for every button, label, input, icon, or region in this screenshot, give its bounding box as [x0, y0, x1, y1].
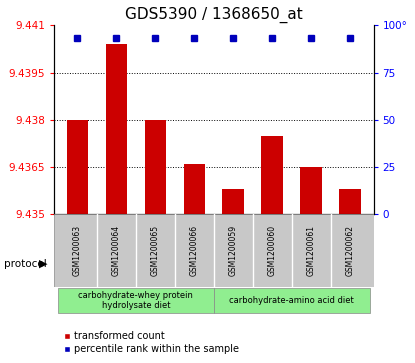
Text: GSM1200064: GSM1200064	[112, 225, 121, 276]
Text: protocol: protocol	[4, 259, 47, 269]
Text: GSM1200059: GSM1200059	[229, 225, 238, 276]
Text: GSM1200060: GSM1200060	[268, 225, 277, 276]
Text: GSM1200061: GSM1200061	[307, 225, 316, 276]
Text: carbohydrate-amino acid diet: carbohydrate-amino acid diet	[229, 296, 354, 305]
Text: ▶: ▶	[39, 259, 48, 269]
Bar	[339, 189, 361, 214]
FancyBboxPatch shape	[214, 288, 370, 313]
FancyBboxPatch shape	[58, 288, 214, 313]
Text: GSM1200066: GSM1200066	[190, 225, 199, 276]
Legend: transformed count, percentile rank within the sample: transformed count, percentile rank withi…	[59, 327, 243, 358]
Bar	[183, 164, 205, 214]
Bar	[67, 120, 88, 214]
Bar	[105, 44, 127, 214]
FancyBboxPatch shape	[54, 214, 374, 287]
Text: carbohydrate-whey protein
hydrolysate diet: carbohydrate-whey protein hydrolysate di…	[78, 291, 193, 310]
Text: GSM1200063: GSM1200063	[73, 225, 82, 276]
Title: GDS5390 / 1368650_at: GDS5390 / 1368650_at	[125, 7, 303, 23]
Bar	[144, 120, 166, 214]
Bar	[261, 135, 283, 214]
Bar	[300, 167, 322, 214]
Text: GSM1200062: GSM1200062	[346, 225, 355, 276]
Text: GSM1200065: GSM1200065	[151, 225, 160, 276]
Bar	[222, 189, 244, 214]
